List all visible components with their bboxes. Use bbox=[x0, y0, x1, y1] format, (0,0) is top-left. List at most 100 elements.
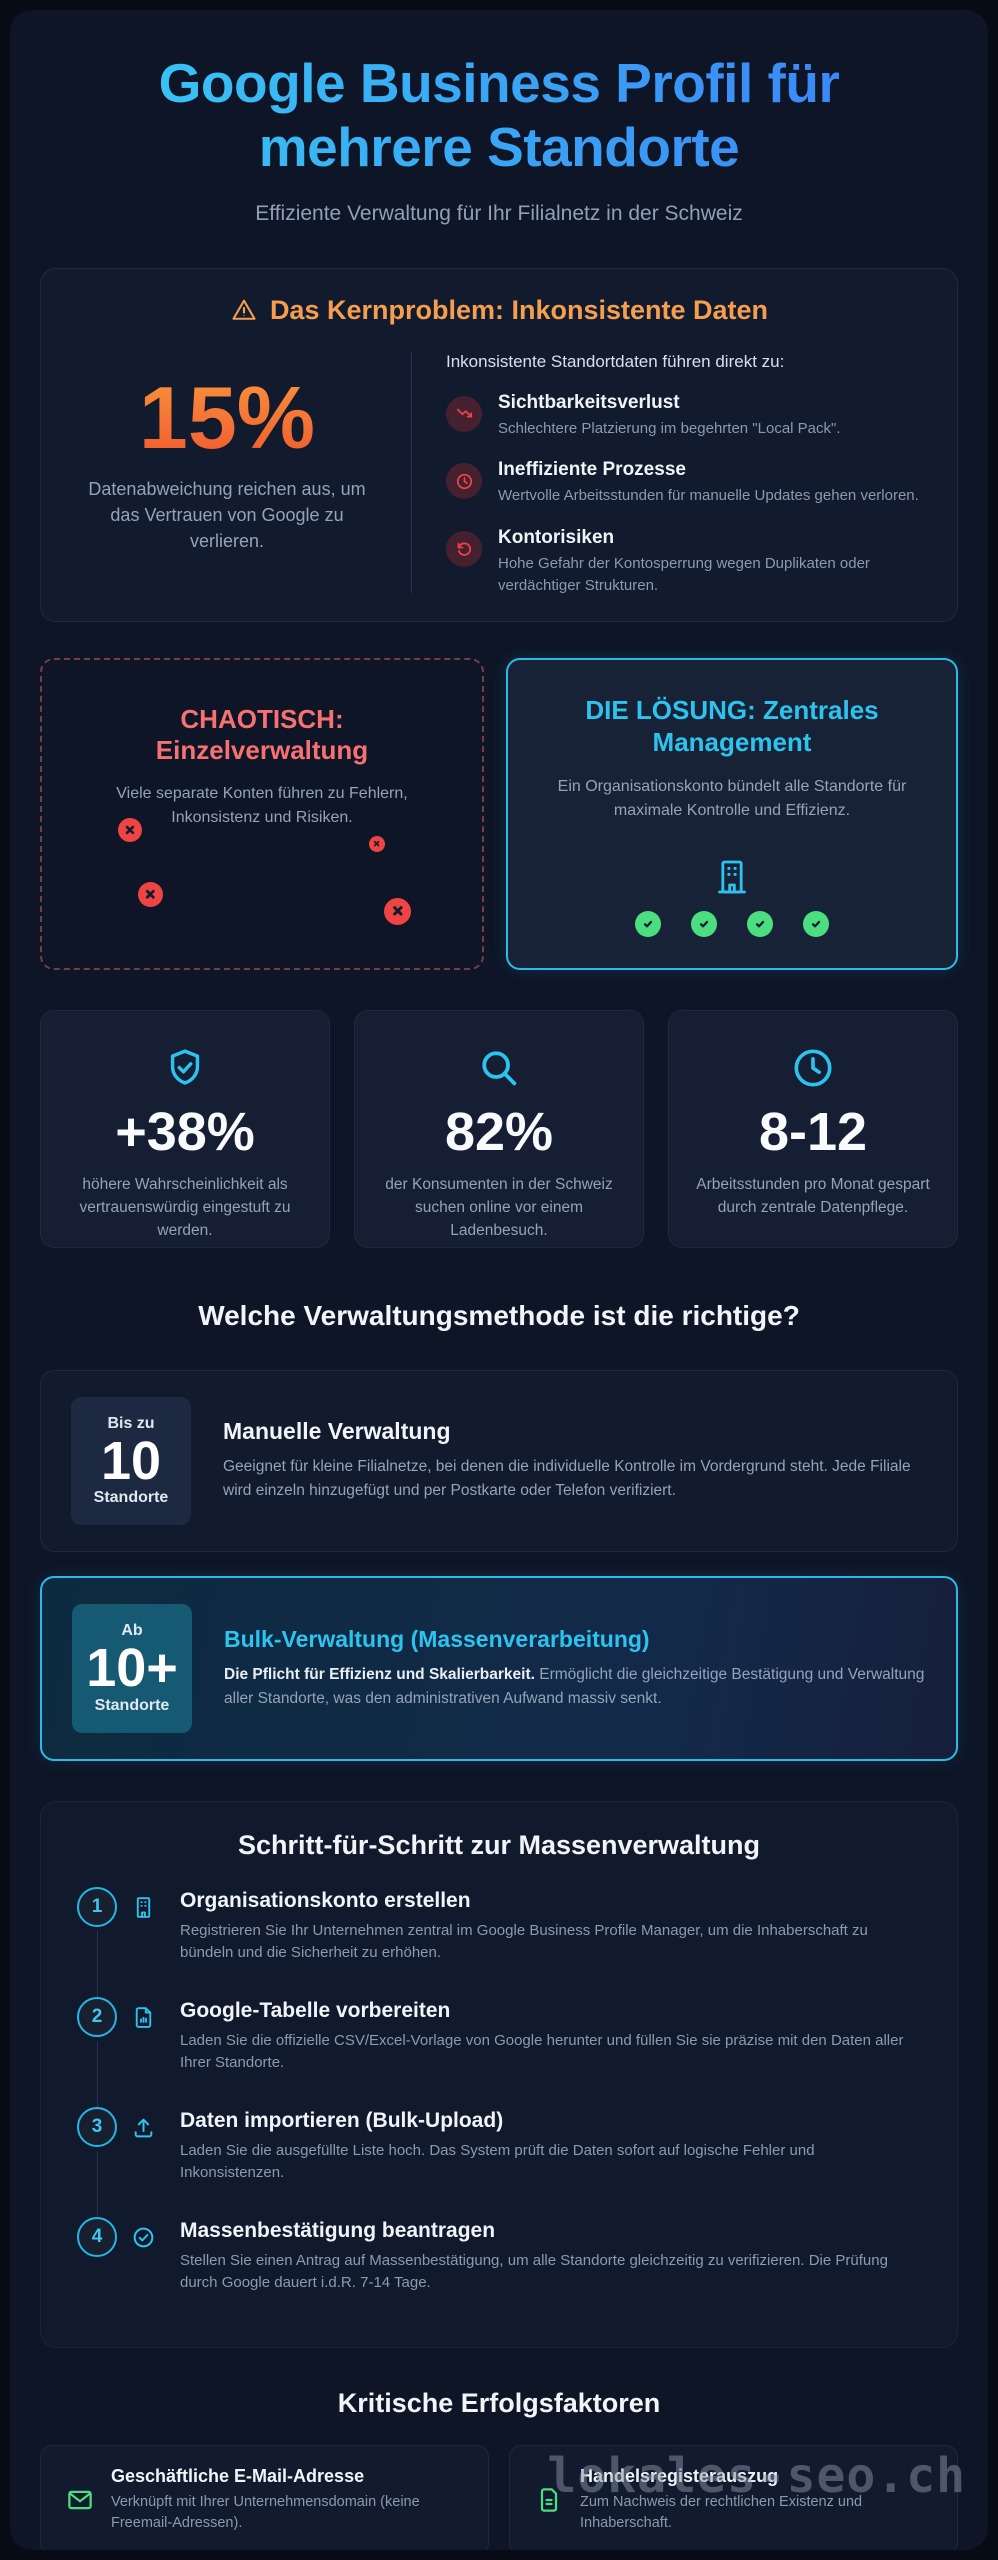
problem-heading: Das Kernproblem: Inkonsistente Daten bbox=[269, 294, 769, 325]
step-item: 3 Daten importieren (Bulk-Upload) Laden … bbox=[77, 2106, 921, 2219]
header: Google Business Profil für mehrere Stando… bbox=[40, 10, 958, 226]
check-circle-icon bbox=[747, 910, 773, 937]
x-circle-icon bbox=[138, 881, 163, 907]
step-text: Organisationskonto erstellen Registriere… bbox=[170, 1887, 921, 1965]
check-circle-icon bbox=[691, 910, 717, 937]
infographic-page: Google Business Profil für mehrere Stando… bbox=[10, 10, 988, 2550]
factors-heading: Kritische Erfolgsfaktoren bbox=[337, 2387, 661, 2418]
manual-method-desc: Geeignet für kleine Filialnetze, bei den… bbox=[223, 1458, 911, 1500]
solution-checks-row bbox=[542, 910, 922, 937]
problem-item-text: Ineffiziente Prozesse Wertvolle Arbeitss… bbox=[498, 459, 919, 507]
step-number: 4 bbox=[77, 2216, 117, 2257]
building-icon bbox=[542, 857, 922, 897]
upload-icon bbox=[131, 2115, 156, 2185]
problem-card: Das Kernproblem: Inkonsistente Daten 15%… bbox=[40, 267, 958, 622]
step-item: 1 Organisationskonto erstellen Registrie… bbox=[77, 1886, 921, 1999]
steps-list: 1 Organisationskonto erstellen Registrie… bbox=[77, 1886, 921, 2327]
badge-number: 10 bbox=[100, 1430, 162, 1491]
manual-method-text: Manuelle Verwaltung Geeignet für kleine … bbox=[223, 1418, 927, 1503]
badge-bottom-label: Standorte bbox=[93, 1489, 169, 1507]
badge-number: 10+ bbox=[86, 1638, 178, 1699]
problem-item-text: Sichtbarkeitsverlust Schlechtere Platzie… bbox=[498, 392, 841, 440]
solution-card: DIE LÖSUNG: Zentrales Management Ein Org… bbox=[506, 657, 958, 970]
stat-desc: Arbeitsstunden pro Monat gespart durch z… bbox=[696, 1175, 930, 1216]
problem-body: 15% Datenabweichung reichen aus, um das … bbox=[77, 348, 921, 597]
x-circle-icon bbox=[118, 817, 142, 842]
rotate-alert-icon bbox=[446, 531, 482, 568]
step-title: Google-Tabelle vorbereiten bbox=[180, 1998, 451, 2022]
problem-stat-value: 15% bbox=[77, 373, 377, 462]
problem-item: Ineffiziente Prozesse Wertvolle Arbeitss… bbox=[446, 459, 921, 507]
stat-card: 8-12 Arbeitsstunden pro Monat gespart du… bbox=[668, 1009, 958, 1248]
bulk-method-text: Bulk-Verwaltung (Massenverarbeitung) Die… bbox=[224, 1626, 926, 1711]
step-desc: Laden Sie die ausgefüllte Liste hoch. Da… bbox=[180, 2141, 815, 2182]
stat-value: 8-12 bbox=[758, 1101, 868, 1162]
stat-value: 82% bbox=[444, 1101, 554, 1162]
factor-title: Geschäftliche E-Mail-Adresse bbox=[111, 2465, 365, 2486]
problem-list: Inkonsistente Standortdaten führen direk… bbox=[446, 348, 921, 597]
solution-title: DIE LÖSUNG: Zentrales Management bbox=[585, 694, 879, 758]
factor-desc: Zum Nachweis der rechtlichen Existenz un… bbox=[580, 2493, 863, 2531]
problem-item-title: Ineffiziente Prozesse bbox=[498, 459, 686, 481]
problem-item: Kontorisiken Hohe Gefahr der Kontosperru… bbox=[446, 527, 921, 597]
factor-text: Handelsregisterauszug Zum Nachweis der r… bbox=[580, 2466, 933, 2534]
problem-stat-block: 15% Datenabweichung reichen aus, um das … bbox=[77, 348, 377, 597]
bulk-method-card: Ab 10+ Standorte Bulk-Verwaltung (Massen… bbox=[40, 1576, 958, 1761]
step-number: 2 bbox=[77, 1996, 117, 2037]
factors-grid: Geschäftliche E-Mail-Adresse Verknüpft m… bbox=[40, 2444, 958, 2550]
manual-badge: Bis zu 10 Standorte bbox=[71, 1396, 191, 1526]
manual-method-card: Bis zu 10 Standorte Manuelle Verwaltung … bbox=[40, 1369, 958, 1553]
search-icon bbox=[377, 1045, 621, 1091]
methods-heading: Welche Verwaltungsmethode ist die richti… bbox=[198, 1299, 800, 1331]
problem-item-desc: Hohe Gefahr der Kontosperrung wegen Dupl… bbox=[498, 555, 870, 594]
page-subtitle: Effiziente Verwaltung für Ihr Filialnetz… bbox=[255, 201, 743, 225]
solution-desc: Ein Organisationskonto bündelt alle Stan… bbox=[557, 777, 907, 819]
stats-row: +38% höhere Wahrscheinlichkeit als vertr… bbox=[40, 1009, 958, 1248]
problem-item-title: Kontorisiken bbox=[498, 527, 615, 549]
factor-text: Geschäftliche E-Mail-Adresse Verknüpft m… bbox=[111, 2466, 464, 2534]
step-number: 3 bbox=[77, 2106, 117, 2147]
badge-top-label: Ab bbox=[121, 1622, 143, 1640]
bulk-method-desc: Die Pflicht für Effizienz und Skalierbar… bbox=[224, 1663, 926, 1711]
versus-section: CHAOTISCH: Einzelverwaltung Viele separa… bbox=[40, 657, 958, 970]
step-text: Massenbestätigung beantragen Stellen Sie… bbox=[170, 2217, 921, 2295]
manual-method-title: Manuelle Verwaltung bbox=[223, 1418, 451, 1445]
chaos-desc: Viele separate Konten führen zu Fehlern,… bbox=[116, 784, 408, 826]
chaos-title: CHAOTISCH: Einzelverwaltung bbox=[155, 703, 369, 765]
step-item: 4 Massenbestätigung beantragen Stellen S… bbox=[77, 2216, 921, 2327]
factor-desc: Verknüpft mit Ihrer Unternehmensdomain (… bbox=[111, 2493, 420, 2531]
shield-check-icon bbox=[63, 1045, 307, 1091]
step-desc: Stellen Sie einen Antrag auf Massenbestä… bbox=[180, 2251, 888, 2292]
stat-card: +38% höhere Wahrscheinlichkeit als vertr… bbox=[40, 1009, 330, 1248]
stat-desc: höhere Wahrscheinlichkeit als vertrauens… bbox=[79, 1175, 291, 1240]
problem-item-desc: Schlechtere Platzierung im begehrten "Lo… bbox=[498, 419, 841, 437]
check-circle-icon bbox=[635, 910, 661, 937]
chaos-card: CHAOTISCH: Einzelverwaltung Viele separa… bbox=[40, 657, 484, 970]
stat-desc: der Konsumenten in der Schweiz suchen on… bbox=[385, 1175, 613, 1240]
step-desc: Registrieren Sie Ihr Unternehmen zentral… bbox=[180, 1921, 868, 1962]
badge-bottom-label: Standorte bbox=[94, 1696, 170, 1714]
stat-card: 82% der Konsumenten in der Schweiz suche… bbox=[354, 1009, 644, 1248]
factor-card: Geschäftliche E-Mail-Adresse Verknüpft m… bbox=[40, 2444, 489, 2550]
problem-item-title: Sichtbarkeitsverlust bbox=[498, 391, 680, 413]
mail-icon bbox=[65, 2485, 95, 2515]
stat-value: +38% bbox=[115, 1101, 255, 1162]
x-circle-icon bbox=[384, 897, 411, 925]
badge-top-label: Bis zu bbox=[107, 1414, 155, 1432]
step-text: Daten importieren (Bulk-Upload) Laden Si… bbox=[170, 2107, 921, 2185]
warning-triangle-icon bbox=[230, 296, 258, 324]
step-item: 2 Google-Tabelle vorbereiten Laden Sie d… bbox=[77, 1996, 921, 2109]
step-title: Massenbestätigung beantragen bbox=[180, 2218, 496, 2242]
problem-item-desc: Wertvolle Arbeitsstunden für manuelle Up… bbox=[498, 487, 919, 505]
page-title: Google Business Profil für mehrere Stando… bbox=[40, 52, 958, 180]
vertical-divider bbox=[411, 351, 412, 593]
bulk-method-desc-rest: Ermöglicht die gleichzeitige Bestätigung… bbox=[224, 1666, 925, 1708]
step-desc: Laden Sie die offizielle CSV/Excel-Vorla… bbox=[180, 2031, 904, 2072]
building-icon bbox=[131, 1895, 156, 1965]
step-text: Google-Tabelle vorbereiten Laden Sie die… bbox=[170, 1997, 921, 2075]
page-title-line2: mehrere Standorte bbox=[258, 115, 740, 178]
clock-icon bbox=[446, 463, 482, 500]
step-title: Daten importieren (Bulk-Upload) bbox=[180, 2108, 504, 2132]
problem-list-intro: Inkonsistente Standortdaten führen direk… bbox=[446, 351, 785, 371]
step-title: Organisationskonto erstellen bbox=[180, 1888, 471, 1912]
